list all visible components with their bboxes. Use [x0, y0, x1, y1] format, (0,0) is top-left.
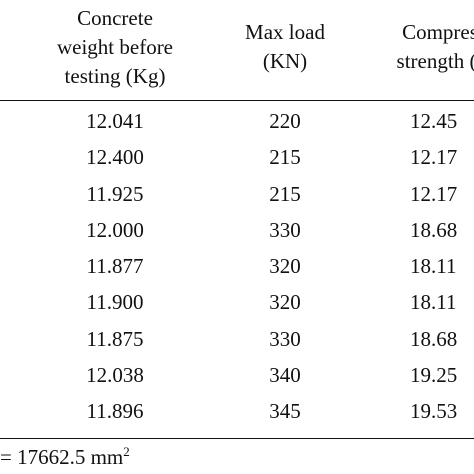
table-row: 11.877 320 18.11 [0, 249, 474, 285]
strength-cell: 19.53 [410, 399, 458, 424]
weight-cell: 11.875 [86, 326, 144, 351]
strength-cell: 18.11 [410, 290, 457, 315]
strength-cell: 19.25 [410, 363, 458, 388]
weight-cell: 12.400 [86, 145, 144, 170]
max-load-cell: 215 [269, 181, 301, 206]
weight-cell: 11.896 [86, 399, 144, 424]
strength-cell: 18.68 [410, 326, 458, 351]
max-load-cell: 340 [269, 363, 301, 388]
table-row: 12.041 220 12.45 [0, 104, 474, 140]
max-load-cell: 320 [269, 290, 301, 315]
area-footnote: = 17662.5 mm2 [0, 443, 130, 471]
weight-cell: 11.900 [86, 290, 144, 315]
strength-cell: 12.17 [410, 145, 458, 170]
header-line: Compres [402, 20, 474, 44]
max-load-cell: 330 [269, 326, 301, 351]
weight-cell: 11.925 [86, 181, 144, 206]
strength-cell: 12.45 [410, 109, 458, 133]
table-row: 11.925 215 12.17 [0, 177, 474, 213]
header-concrete-weight: Concrete weight before testing (Kg) [40, 4, 190, 91]
table-row: 11.875 330 18.68 [0, 322, 474, 358]
header-line: (KN) [262, 49, 308, 73]
max-load-cell: 330 [269, 217, 301, 242]
header-line: strength (I [396, 49, 474, 73]
table-body: 12.041 220 12.45 12.400 215 12.17 11.925… [0, 104, 474, 431]
header-line: weight before [56, 35, 174, 59]
header-line: testing (Kg) [64, 64, 166, 88]
weight-cell: 11.877 [86, 254, 144, 279]
header-line: Concrete [77, 6, 153, 30]
weight-cell: 12.038 [86, 363, 144, 388]
table-row: 11.900 320 18.11 [0, 285, 474, 321]
table-row: 12.000 330 18.68 [0, 213, 474, 249]
weight-cell: 12.000 [86, 217, 144, 242]
max-load-cell: 220 [269, 109, 301, 133]
table-row: 12.038 340 19.25 [0, 358, 474, 394]
strength-cell: 18.11 [410, 254, 457, 279]
weight-cell: 12.041 [86, 109, 144, 133]
max-load-cell: 320 [269, 254, 301, 279]
table-row: 12.400 215 12.17 [0, 140, 474, 176]
table-row: 11.896 345 19.53 [0, 394, 474, 430]
max-load-cell: 215 [269, 145, 301, 170]
table-bottom-rule [0, 438, 474, 439]
header-line: Max load [245, 20, 325, 44]
strength-cell: 18.68 [410, 217, 458, 242]
header-divider [0, 100, 474, 101]
footnote-text: = 17662.5 mm [0, 445, 124, 469]
strength-cell: 12.17 [410, 181, 458, 206]
header-max-load: Max load (KN) [220, 18, 350, 76]
header-compressive-strength: Compres strength (I [360, 18, 474, 76]
max-load-cell: 345 [269, 399, 301, 424]
footnote-superscript: 2 [123, 444, 130, 459]
